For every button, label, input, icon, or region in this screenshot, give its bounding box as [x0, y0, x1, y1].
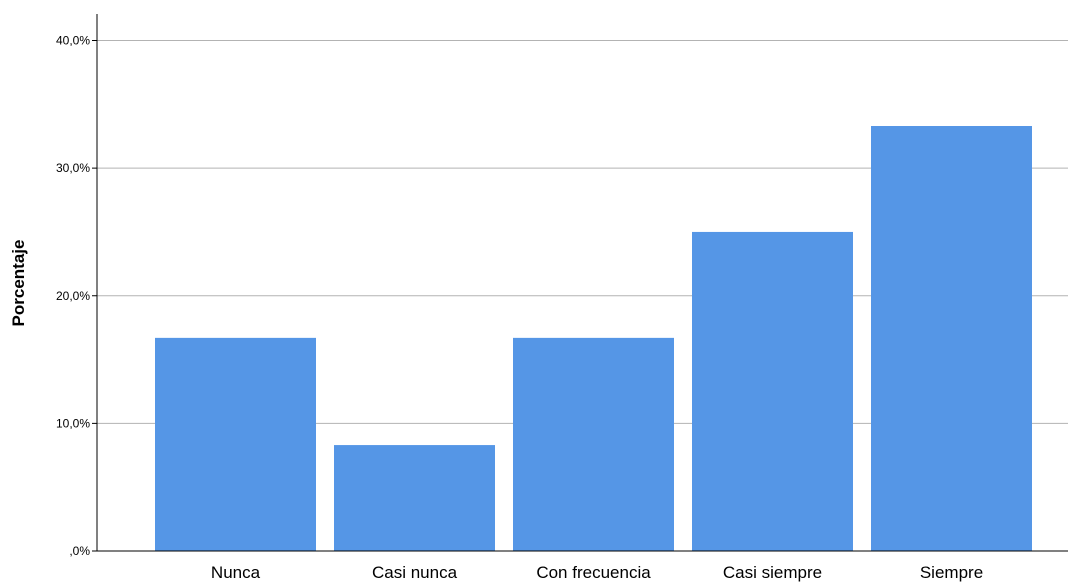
x-category-label: Con frecuencia [536, 563, 651, 582]
y-tick-label: 40,0% [56, 34, 90, 48]
bar-con-frecuencia [513, 337, 674, 551]
x-category-label: Casi nunca [372, 563, 458, 582]
x-category-label: Casi siempre [723, 563, 822, 582]
bar-casi-nunca [334, 445, 495, 551]
bar-casi-siempre [692, 231, 853, 551]
x-category-labels: Nunca Casi nunca Con frecuencia Casi siempr… [211, 563, 983, 582]
axes [92, 14, 1068, 552]
bars [155, 126, 1032, 551]
y-tick-label: 20,0% [56, 289, 90, 303]
bar-nunca [155, 337, 316, 551]
x-category-label: Nunca [211, 563, 261, 582]
bar-siempre [871, 126, 1032, 551]
y-tick-label: 10,0% [56, 416, 90, 430]
y-axis-title: Porcentaje [9, 240, 28, 327]
x-category-label: Siempre [920, 563, 983, 582]
y-tick-labels: ,0% 10,0% 20,0% 30,0% 40,0% [56, 34, 90, 559]
y-tick-label: ,0% [69, 544, 90, 558]
y-tick-label: 30,0% [56, 161, 90, 175]
